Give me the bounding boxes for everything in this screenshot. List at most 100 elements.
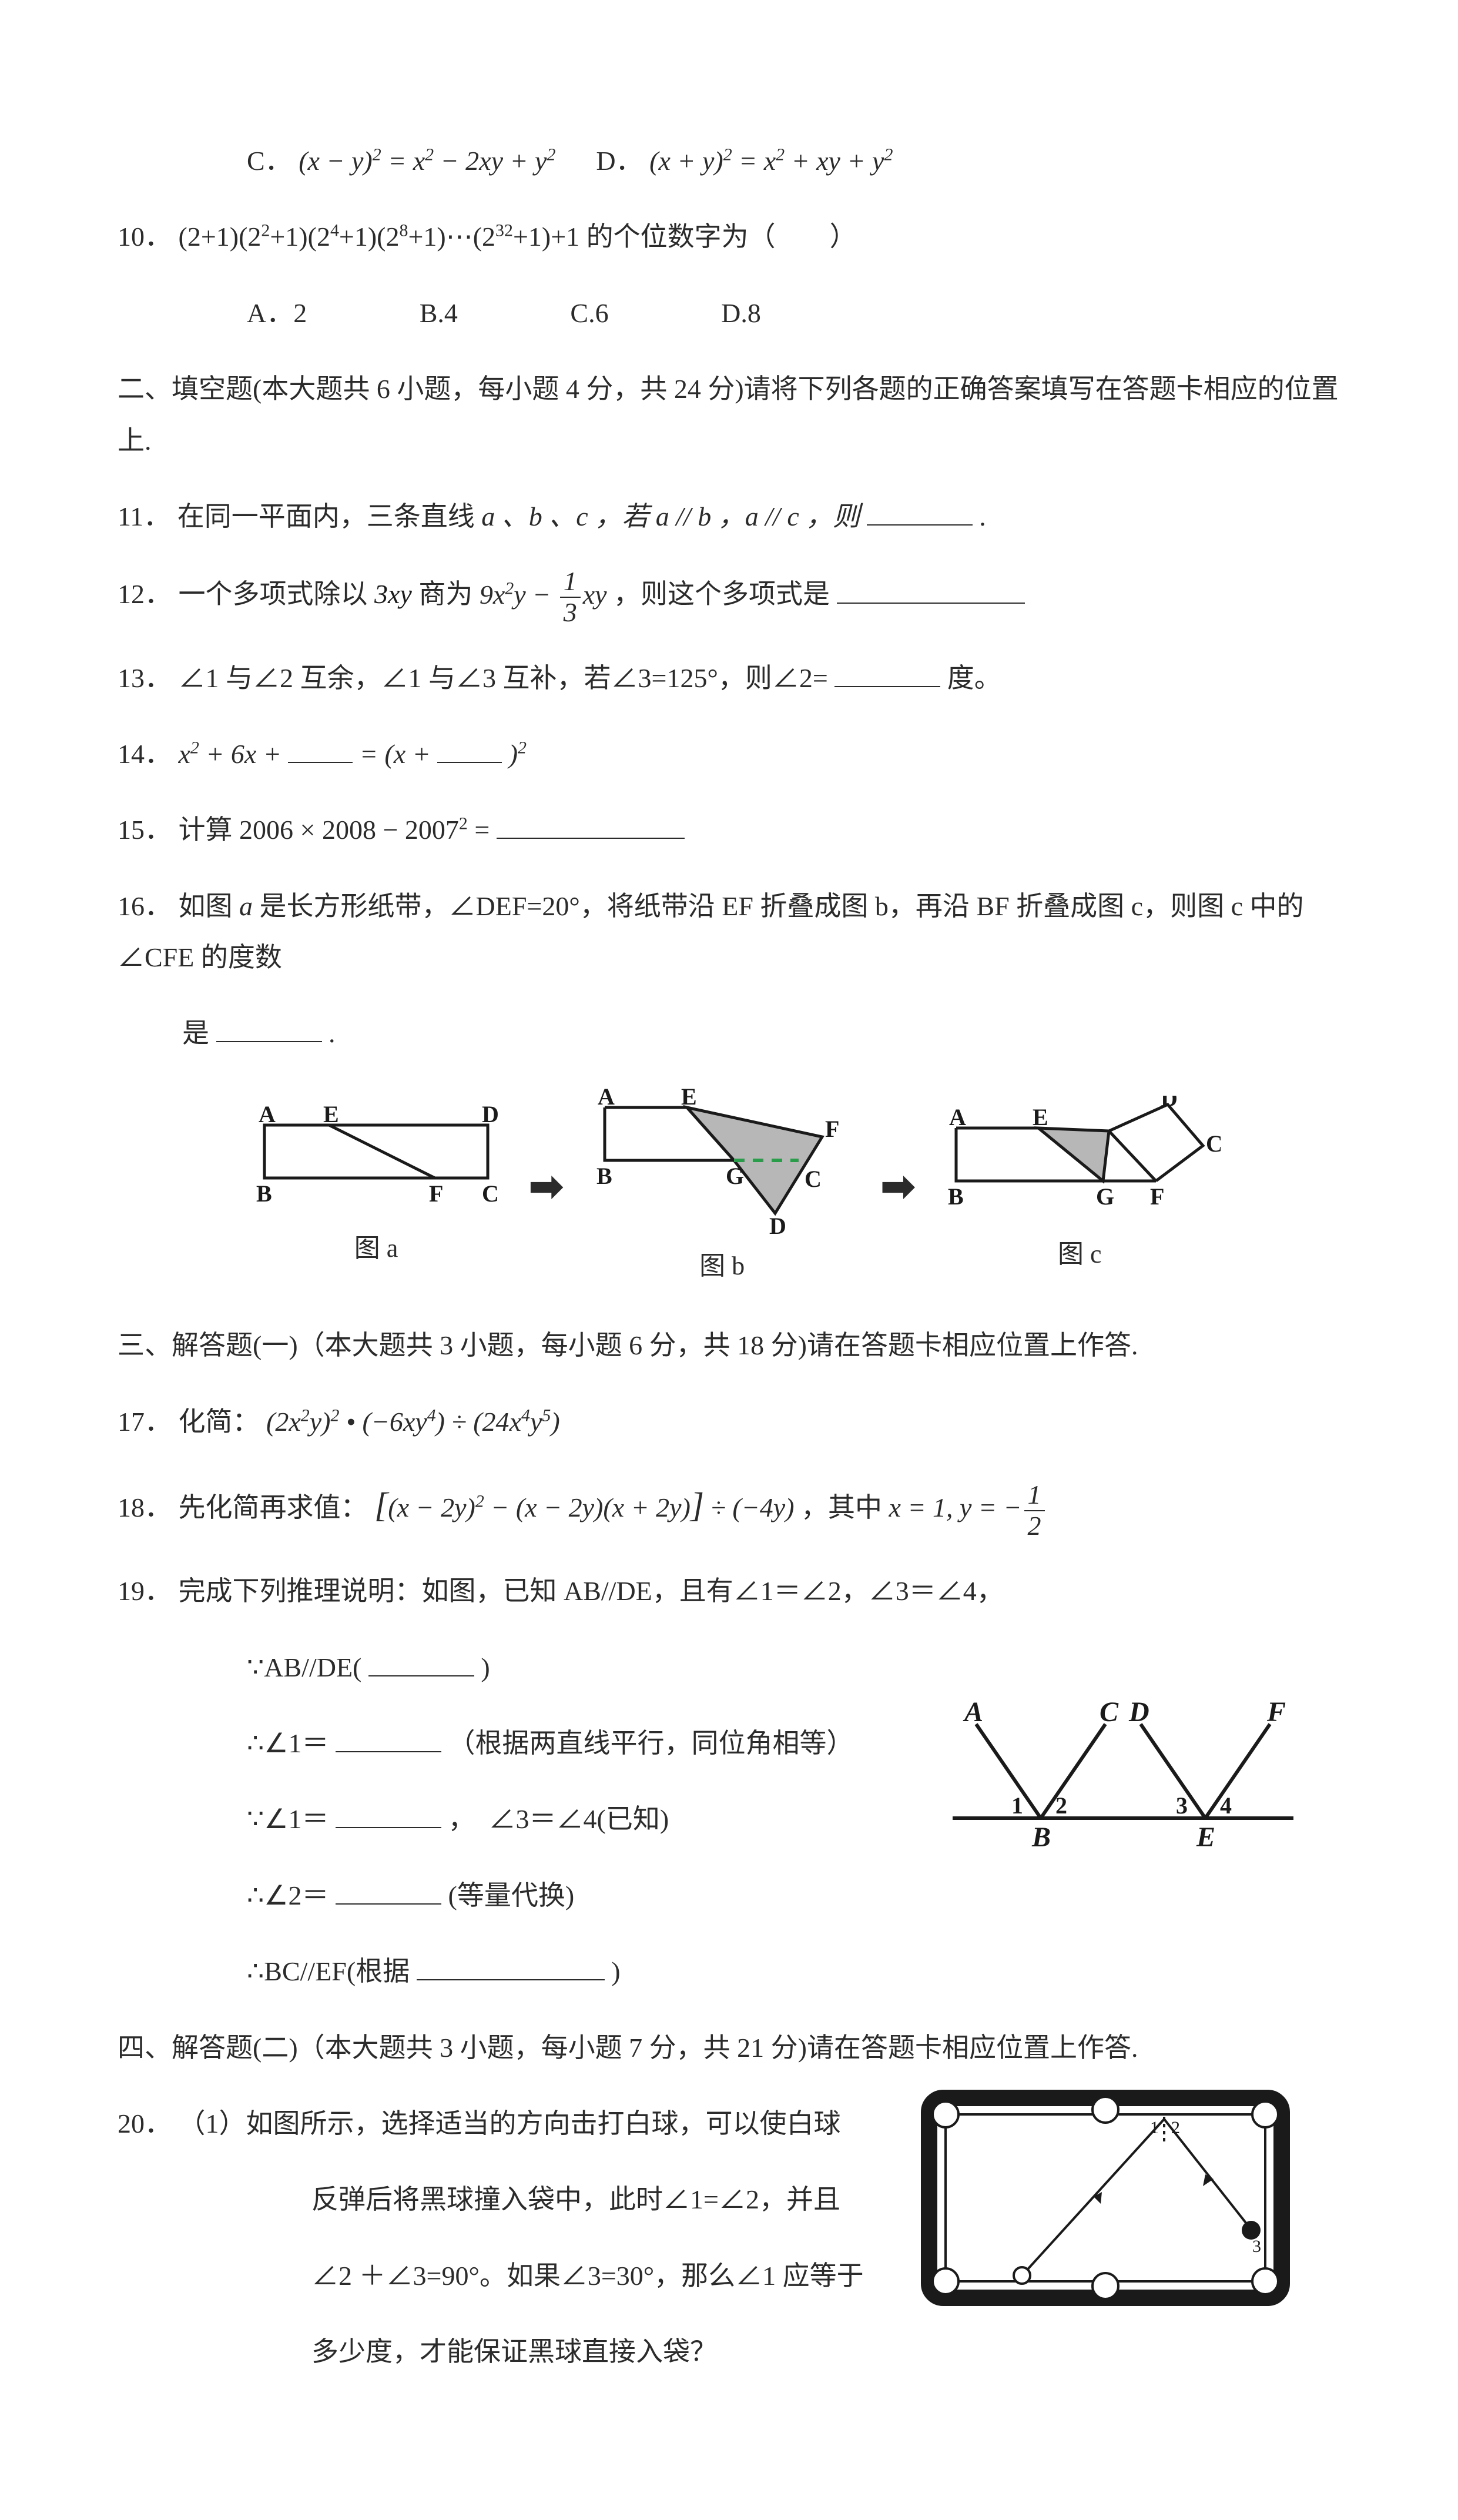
q13-tail: 度。 [947,663,1001,693]
arrow-right-icon-2: ➡ [881,1148,916,1226]
q19-l5-blank[interactable] [417,1952,605,1980]
q19-l1b: ) [481,1652,490,1682]
svg-text:4: 4 [1220,1792,1232,1819]
q14-num: 14． [118,739,172,769]
q19-header: 19． 完成下列推理说明：如图，已知 AB//DE，且有∠1＝∠2，∠3＝∠4， [118,1565,1340,1617]
q19-l4-blank[interactable] [336,1876,441,1905]
q9-d-expr: (x + y)2 = x2 + xy + y2 [649,146,893,176]
q14-p1: x2 + 6x + [179,739,289,769]
q10-tail: 的个位数字为（ ） [586,222,857,252]
q10-num: 10． [118,222,172,252]
q16-fig-b: A E F B G C D 图 b [587,1084,857,1291]
q10-b: B.4 [420,287,458,339]
q15-num: 15． [118,815,172,845]
q15: 15． 计算 2006 × 2008 − 20072 = [118,804,1340,855]
svg-text:C: C [805,1166,822,1192]
q19-l4a: ∴∠2＝ [247,1880,329,1910]
q13-num: 13． [118,663,172,693]
q19-l4b: (等量代换) [448,1880,575,1910]
q19-l2-blank[interactable] [336,1724,441,1752]
svg-text:F: F [1266,1696,1286,1728]
svg-text:D: D [1128,1696,1149,1728]
q17-expr: (2x2y)2 • (−6xy4) ÷ (24x4y5) [266,1407,560,1437]
svg-text:3: 3 [1176,1792,1188,1819]
q18-frac-den: 2 [1024,1511,1045,1541]
q19-l3a: ∵∠1＝ [247,1804,329,1834]
q9-c-label: C． [247,146,292,176]
q12-frac-den: 3 [560,598,581,628]
q20-l4: 多少度，才能保证黑球直接入袋？ [118,2326,1340,2377]
q19-l3-blank[interactable] [336,1800,441,1828]
q11-t2: a 、b 、c ，若 a // b ，a // c ，则 [481,501,860,531]
q17-num: 17． [118,1407,172,1437]
q16-cap-c: 图 c [939,1230,1221,1279]
q12-t1: 一个多项式除以 [179,580,375,610]
svg-text:2: 2 [1171,2118,1180,2137]
q11: 11． 在同一平面内，三条直线 a 、b 、c ，若 a // b ，a // … [118,491,1340,542]
section-3-title: 三、解答题(一)（本大题共 3 小题，每小题 6 分，共 18 分)请在答题卡相… [118,1320,1340,1371]
svg-text:B: B [256,1180,272,1207]
q11-num: 11． [118,501,170,531]
q19-l1-blank[interactable] [368,1648,474,1676]
q18: 18． 先化简再求值： [(x − 2y)2 − (x − 2y)(x + 2y… [118,1472,1340,1541]
q19-l2a: ∴∠1＝ [247,1728,329,1758]
q14-blank1[interactable] [288,735,353,763]
q19-l2b: （根据两直线平行，同位角相等） [448,1728,854,1758]
q12-t2a: 商为 [418,580,480,610]
svg-text:2: 2 [1055,1792,1067,1819]
q17: 17． 化简： (2x2y)2 • (−6xy4) ÷ (24x4y5) [118,1396,1340,1447]
q16-text2: 是 [182,1018,209,1048]
q20-l1t: （1）如图所示，选择适当的方向击打白球，可以使白球 [179,2109,841,2139]
q15-eq: = [474,815,490,845]
q10: 10． (2+1)(22+1)(24+1)(28+1)⋯(232+1)+1 的个… [118,211,1340,262]
svg-text:1: 1 [1150,2118,1159,2137]
q10-options: A．2 B.4 C.6 D.8 [118,287,1340,339]
q12-xy: 3xy [374,580,412,610]
svg-text:A: A [259,1102,276,1127]
q19-num: 19． [118,1576,172,1606]
exam-page: C． (x − y)2 = x2 − 2xy + y2 D． (x + y)2 … [0,0,1458,2520]
q10-a: A．2 [247,287,307,339]
svg-text:D: D [482,1102,499,1127]
svg-text:A: A [598,1084,615,1110]
q12-frac-num: 1 [560,567,581,598]
q15-blank[interactable] [497,811,685,839]
q18-t2: ，其中 [801,1492,889,1522]
q16-cap-b: 图 b [587,1241,857,1291]
q9-d-label: D． [596,146,642,176]
q14-blank2[interactable] [437,735,502,763]
svg-text:B: B [596,1163,612,1189]
q16-figures: A E D B F C 图 a ➡ [118,1084,1340,1291]
arrow-right-icon: ➡ [529,1148,564,1226]
svg-text:B: B [948,1183,964,1210]
q19-l3b: ， ∠3＝∠4(已知) [448,1804,669,1834]
svg-text:F: F [1150,1183,1164,1210]
q18-vals: x = 1, y = −12 [889,1492,1047,1522]
q12-t3: ，则这个多项式是 [614,580,830,610]
q16-line2: 是 . [118,1008,1340,1059]
section-4-title: 四、解答题(二)（本大题共 3 小题，每小题 7 分，共 21 分)请在答题卡相… [118,2022,1340,2073]
svg-text:E: E [1196,1822,1215,1853]
q19-l5a: ∴BC//EF(根据 [247,1956,410,1986]
q17-t1: 化简： [179,1407,260,1437]
svg-text:F: F [825,1116,839,1142]
q13-text: ∠1 与∠2 互余，∠1 与∠3 互补，若∠3=125°，则∠2= [179,663,835,693]
q15-t1: 计算 [179,815,240,845]
svg-text:D: D [769,1213,786,1237]
q13-blank[interactable] [834,659,940,687]
q16-num: 16． [118,891,172,921]
q16-blank[interactable] [216,1014,322,1042]
q11-blank[interactable] [867,497,973,526]
q19-figure: A C D F B E 1 2 3 4 [941,1689,1305,1865]
svg-text:B: B [1031,1822,1051,1853]
q11-t1: 在同一平面内，三条直线 [177,501,475,531]
q12-blank[interactable] [837,575,1025,604]
q16-cap-a: 图 a [247,1224,505,1273]
q15-expr: 2006 × 2008 − 20072 [239,815,468,845]
q16-fig-c: A E D C B G F 图 c [939,1096,1221,1279]
q20-figure: 1 2 3 [917,2086,1293,2321]
svg-text:E: E [681,1084,697,1110]
q10-c: C.6 [570,287,608,339]
q11-t3: . [979,501,986,531]
q19-t1: 完成下列推理说明：如图，已知 AB//DE，且有∠1＝∠2，∠3＝∠4， [179,1576,1004,1606]
